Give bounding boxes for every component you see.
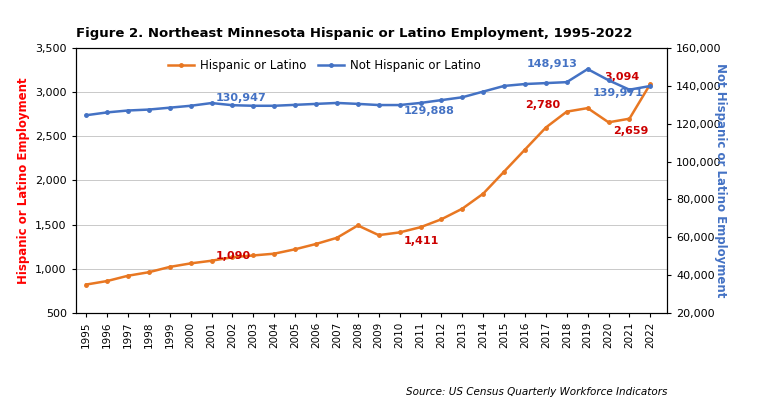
Y-axis label: Hispanic or Latino Employment: Hispanic or Latino Employment [17, 77, 30, 284]
Legend: Hispanic or Latino, Not Hispanic or Latino: Hispanic or Latino, Not Hispanic or Lati… [163, 54, 485, 77]
Text: 2,780: 2,780 [525, 99, 560, 109]
Text: Source: US Census Quarterly Workforce Indicators: Source: US Census Quarterly Workforce In… [406, 387, 667, 397]
Y-axis label: Not Hispanic or Latino Employment: Not Hispanic or Latino Employment [714, 63, 727, 298]
Text: 2,659: 2,659 [612, 126, 648, 136]
Text: 3,094: 3,094 [605, 72, 640, 82]
Text: 1,411: 1,411 [404, 236, 439, 246]
Text: Figure 2. Northeast Minnesota Hispanic or Latino Employment, 1995-2022: Figure 2. Northeast Minnesota Hispanic o… [76, 27, 632, 40]
Text: 139,971: 139,971 [594, 87, 644, 97]
Text: 148,913: 148,913 [526, 59, 577, 69]
Text: 130,947: 130,947 [216, 93, 267, 103]
Text: 129,888: 129,888 [404, 106, 455, 116]
Text: 1,090: 1,090 [216, 251, 251, 261]
